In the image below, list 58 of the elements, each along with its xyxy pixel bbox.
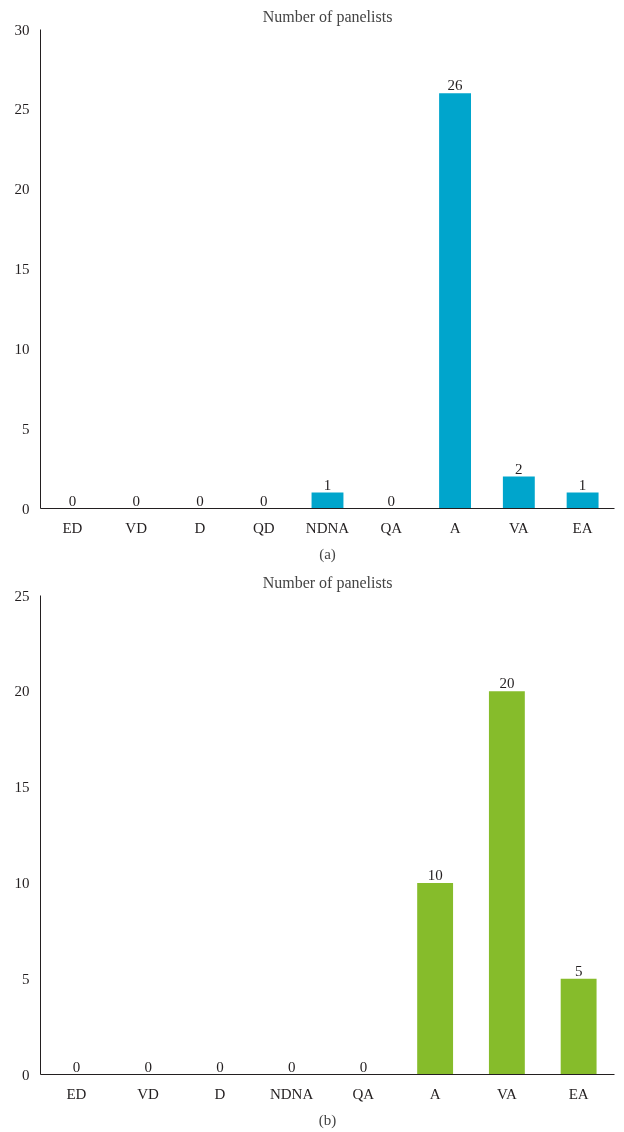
data-label: 0 bbox=[287, 1058, 296, 1075]
y-tick-label: 30 bbox=[14, 21, 30, 38]
x-tick-label: ED bbox=[66, 1085, 87, 1102]
data-label: 0 bbox=[132, 492, 140, 509]
data-label: 1 bbox=[578, 476, 587, 493]
x-tick-label: A bbox=[449, 519, 461, 536]
y-tick-label: 0 bbox=[22, 1066, 30, 1083]
y-tick-label: 5 bbox=[22, 420, 30, 437]
data-label: 0 bbox=[72, 1058, 81, 1075]
x-tick-label: QD bbox=[252, 519, 275, 536]
data-label: 0 bbox=[68, 492, 77, 509]
x-tick-label: NDNA bbox=[269, 1085, 314, 1102]
x-tick-label: A bbox=[429, 1085, 441, 1102]
x-tick-label: VA bbox=[508, 519, 529, 536]
data-label: 0 bbox=[387, 492, 396, 509]
data-label: 0 bbox=[216, 1058, 224, 1075]
x-tick-label: VA bbox=[497, 1085, 517, 1102]
x-tick-label: VD bbox=[137, 1085, 160, 1102]
data-label: 5 bbox=[574, 962, 583, 979]
y-tick-label: 15 bbox=[14, 261, 30, 277]
bar bbox=[439, 93, 471, 509]
x-tick-label: QA bbox=[352, 1085, 375, 1102]
x-tick-label: NDNA bbox=[305, 519, 350, 536]
data-label: 26 bbox=[447, 77, 464, 94]
bar bbox=[502, 476, 535, 509]
y-tick-label: 10 bbox=[14, 874, 30, 891]
bar bbox=[311, 492, 344, 509]
x-tick-label: QA bbox=[380, 519, 403, 536]
data-label: 0 bbox=[196, 492, 204, 509]
chart-title: Number of panelists bbox=[262, 573, 393, 592]
data-label: 10 bbox=[427, 866, 443, 883]
y-tick-label: 25 bbox=[14, 101, 30, 118]
chart-title: Number of panelists bbox=[262, 7, 393, 26]
x-tick-label: EA bbox=[568, 1085, 589, 1102]
y-tick-label: 20 bbox=[14, 181, 30, 198]
x-tick-label: D bbox=[194, 519, 206, 536]
data-label: 0 bbox=[144, 1058, 152, 1075]
y-tick-label: 15 bbox=[14, 779, 30, 796]
bar bbox=[560, 978, 597, 1075]
text: (b) bbox=[318, 1111, 337, 1129]
data-label: 0 bbox=[359, 1058, 368, 1075]
data-label: 1 bbox=[323, 476, 332, 493]
y-tick-label: 0 bbox=[22, 500, 30, 517]
data-label: 2 bbox=[515, 460, 523, 477]
x-tick-label: VD bbox=[125, 519, 148, 536]
x-tick-label: EA bbox=[572, 519, 593, 536]
bar bbox=[566, 492, 599, 509]
x-tick-label: ED bbox=[62, 519, 83, 536]
y-tick-label: 25 bbox=[14, 587, 30, 604]
y-tick-label: 10 bbox=[14, 340, 30, 357]
y-tick-label: 20 bbox=[14, 683, 30, 700]
data-label: 20 bbox=[499, 675, 515, 692]
x-tick-label: D bbox=[214, 1085, 226, 1102]
text: (a) bbox=[319, 545, 336, 563]
data-label: 0 bbox=[259, 492, 268, 509]
bar bbox=[488, 691, 525, 1075]
bar bbox=[417, 882, 454, 1075]
y-tick-label: 5 bbox=[22, 970, 30, 987]
